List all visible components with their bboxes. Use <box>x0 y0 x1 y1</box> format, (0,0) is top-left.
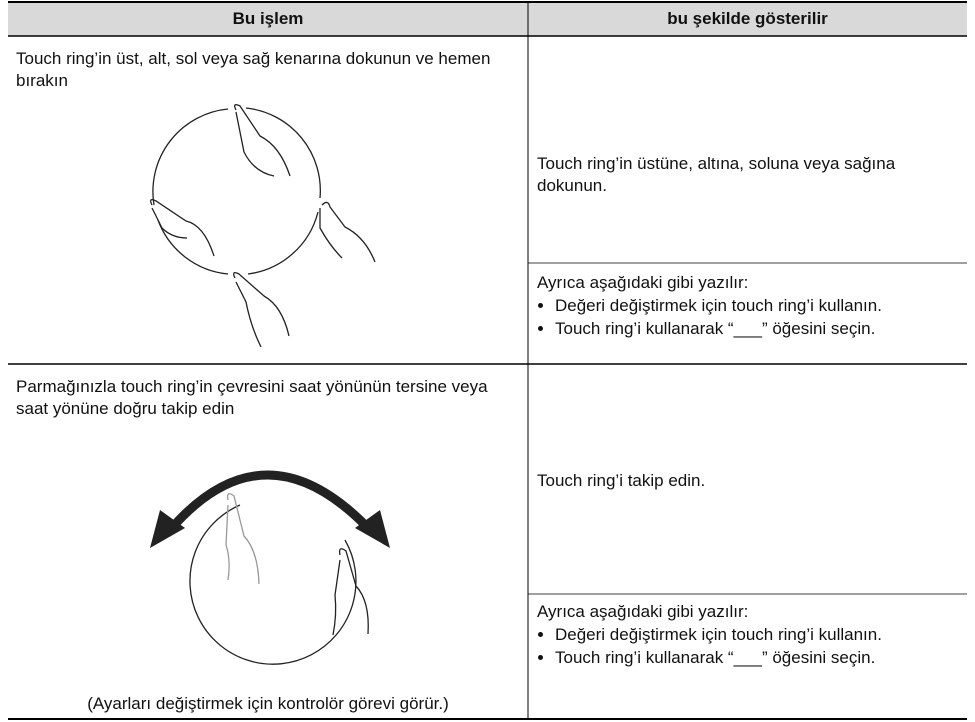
note-list: Değeri değiştirmek için touch ring’i kul… <box>537 294 967 340</box>
note-item: Değeri değiştirmek için touch ring’i kul… <box>555 294 967 317</box>
action-text: Touch ring’in üst, alt, sol veya sağ ken… <box>16 49 491 90</box>
note-intro: Ayrıca aşağıdaki gibi yazılır: <box>537 602 749 621</box>
note-list: Değeri değiştirmek için touch ring’i kul… <box>537 623 967 669</box>
header-bg <box>8 2 967 36</box>
header-cell: Bu işlem <box>232 9 304 28</box>
note-item: Touch ring’i kullanarak “___” öğesini se… <box>555 646 967 669</box>
action-text: Parmağınızla touch ring’in çevresini saa… <box>16 377 488 418</box>
caption: (Ayarları değiştirmek için kontrolör gör… <box>87 694 449 713</box>
ring-trace-illustration <box>150 470 390 665</box>
note-item: Değeri değiştirmek için touch ring’i kul… <box>555 623 967 646</box>
note-intro: Ayrıca aşağıdaki gibi yazılır: <box>537 273 749 292</box>
description-text: Touch ring’i takip edin. <box>537 471 706 490</box>
header-cell: bu şekilde gösterilir <box>667 9 828 28</box>
note: Ayrıca aşağıdaki gibi yazılır: Değeri de… <box>537 272 967 340</box>
ring-tap-illustration <box>150 104 376 348</box>
note: Ayrıca aşağıdaki gibi yazılır: Değeri de… <box>537 601 967 669</box>
grid <box>8 1 967 720</box>
note-item: Touch ring’i kullanarak “___” öğesini se… <box>555 317 967 340</box>
description-text: Touch ring’in üstüne, altına, soluna vey… <box>537 154 896 195</box>
